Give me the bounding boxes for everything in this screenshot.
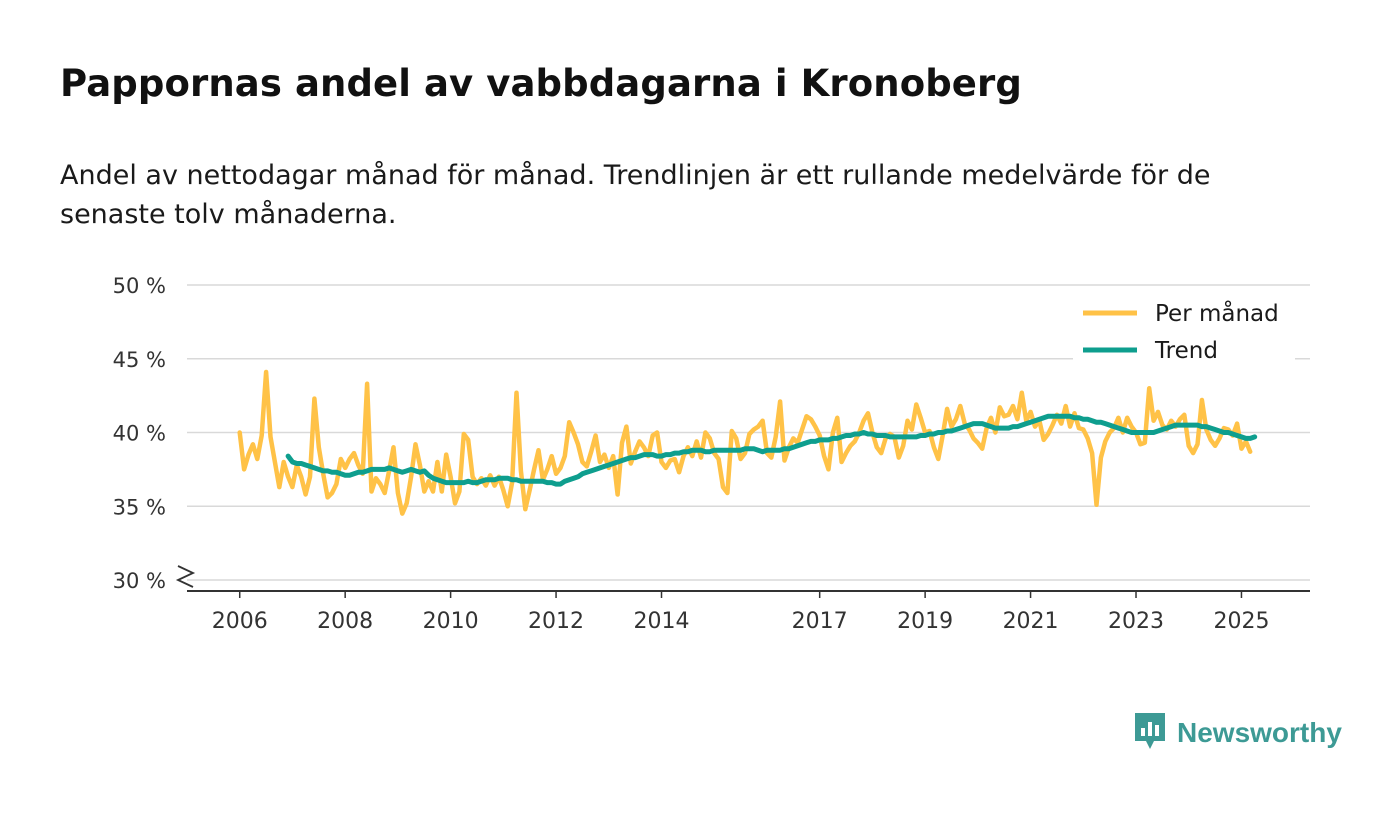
x-axis (175, 565, 1310, 592)
legend-label-monthly: Per månad (1155, 299, 1279, 327)
y-tick-label: 50 % (113, 274, 166, 298)
chart-title: Pappornas andel av vabbdagarna i Kronobe… (60, 62, 1022, 105)
legend-label-trend: Trend (1154, 338, 1218, 364)
series-lines (237, 369, 1258, 516)
y-tick-label: 35 % (113, 495, 166, 519)
x-tick-label: 2025 (1213, 609, 1269, 634)
x-tick-label: 2019 (897, 609, 953, 634)
x-tick-label: 2014 (634, 609, 690, 634)
series-line-trend (285, 413, 1258, 487)
newsworthy-logo-icon (1133, 711, 1167, 755)
series-line-monthly (237, 369, 1253, 516)
x-tick-label: 2023 (1108, 609, 1164, 634)
legend: Per månad Trend (1073, 296, 1295, 364)
x-tick-label: 2017 (792, 609, 848, 634)
x-tick-label: 2012 (528, 609, 584, 634)
x-tick-label: 2008 (317, 609, 373, 634)
x-tick-label: 2010 (423, 609, 479, 634)
y-tick-label: 40 % (113, 422, 166, 446)
x-tick-label: 2021 (1003, 609, 1059, 634)
y-axis-ticks: 30 % 35 % 40 % 45 % 50 % (113, 274, 166, 593)
brand-logo[interactable]: Newsworthy (1133, 712, 1342, 754)
y-tick-label: 45 % (113, 348, 166, 372)
brand-name: Newsworthy (1177, 717, 1342, 748)
chart-subtitle: Andel av nettodagar månad för månad. Tre… (60, 160, 1211, 230)
x-tick-label: 2006 (212, 609, 268, 634)
x-axis-ticks: 2006 2008 2010 2012 2014 2017 2019 2021 2023 2025 (212, 591, 1269, 634)
axis-break-mark (175, 565, 196, 588)
y-tick-label: 30 % (113, 569, 166, 593)
